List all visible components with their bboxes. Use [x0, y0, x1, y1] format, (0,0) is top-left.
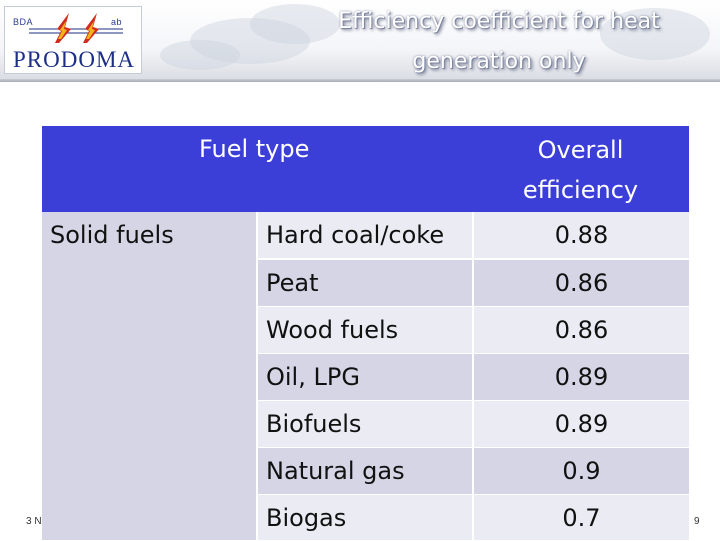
page-number: 9 — [694, 516, 700, 527]
logo-name: PRODOMA — [12, 47, 136, 72]
table-row-fuel: Natural gas — [258, 448, 472, 494]
table-group-solid-fuels: Solid fuels — [42, 212, 256, 540]
table-row-efficiency: 0.89 — [474, 401, 689, 447]
logo-top-left-text: BDA — [13, 17, 34, 27]
table-row-efficiency: 0.89 — [474, 354, 689, 400]
footer-text: 3 N — [26, 516, 42, 527]
table-row-fuel: Hard coal/coke — [258, 212, 472, 258]
table-row-fuel: Biogas — [258, 495, 472, 540]
title-line-2: generation only — [412, 49, 586, 74]
table-row-efficiency: 0.86 — [474, 260, 689, 306]
table-row-fuel: Biofuels — [258, 401, 472, 447]
table-row-efficiency: 0.88 — [474, 212, 689, 258]
table-header-efficiency: Overall efficiency — [472, 126, 689, 212]
title-line-1: Efficiency coefficient for heat — [338, 9, 660, 34]
table-row-fuel: Wood fuels — [258, 307, 472, 353]
flame-icon — [29, 13, 123, 43]
logo-top-right-text: ab — [111, 17, 123, 27]
table-header-fuel-type: Fuel type — [42, 126, 472, 212]
table-row-fuel: Oil, LPG — [258, 354, 472, 400]
table-row-efficiency: 0.9 — [474, 448, 689, 494]
prodoma-logo: BDA ab PRODOMA — [4, 6, 142, 74]
table-row-fuel: Peat — [258, 260, 472, 306]
slide-title: Efficiency coefficient for heat generati… — [286, 2, 712, 82]
table-row-efficiency: 0.7 — [474, 495, 689, 540]
table-row-efficiency: 0.86 — [474, 307, 689, 353]
